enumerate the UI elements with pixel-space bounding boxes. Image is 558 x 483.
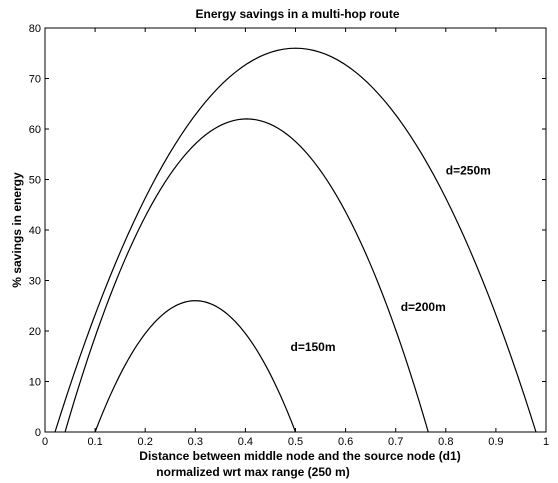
y-tick-label: 0 [35, 427, 41, 439]
x-axis-label-line2: normalized wrt max range (250 m) [156, 465, 349, 479]
x-tick-label: 0.5 [288, 436, 303, 448]
x-tick-label: 0.1 [87, 436, 102, 448]
x-tick-label: 0.6 [338, 436, 353, 448]
x-tick-label: 0.8 [438, 436, 453, 448]
y-tick-label: 60 [29, 124, 41, 136]
x-tick-label: 0.9 [488, 436, 503, 448]
x-tick-labels: 0 0.1 0.2 0.3 0.4 0.5 0.6 0.7 0.8 0.9 1 [42, 436, 549, 448]
y-tick-label: 10 [29, 377, 41, 389]
x-tick-label: 0 [42, 436, 48, 448]
x-tick-label: 1 [543, 436, 549, 448]
y-axis-label: % savings in energy [10, 172, 24, 288]
series-annotation: d=150m [290, 340, 335, 354]
series-group [54, 47, 537, 433]
x-tick-label: 0.3 [188, 436, 203, 448]
series-line-d=150m [94, 300, 297, 433]
y-tick-label: 50 [29, 175, 41, 187]
y-tick-labels: 0 10 20 30 40 50 60 70 80 [29, 23, 41, 439]
series-annotation: d=200m [401, 300, 446, 314]
x-tick-label: 0.4 [238, 436, 253, 448]
y-tick-label: 40 [29, 225, 41, 237]
y-tick-label: 80 [29, 23, 41, 35]
y-tick-label: 30 [29, 276, 41, 288]
y-tick-label: 70 [29, 74, 41, 86]
x-tick-label: 0.2 [138, 436, 153, 448]
chart-title: Energy savings in a multi-hop route [195, 7, 399, 21]
plot-frame [44, 27, 547, 433]
series-line-d=250m [54, 47, 537, 433]
series-annotation: d=250m [446, 163, 491, 177]
x-axis-label: Distance between middle node and the sou… [139, 449, 460, 463]
series-line-d=200m [64, 118, 429, 433]
y-tick-label: 20 [29, 326, 41, 338]
plot-axes [44, 27, 547, 433]
annotation-group: d=250m d=200m d=150m [290, 163, 490, 354]
x-tick-label: 0.7 [388, 436, 403, 448]
